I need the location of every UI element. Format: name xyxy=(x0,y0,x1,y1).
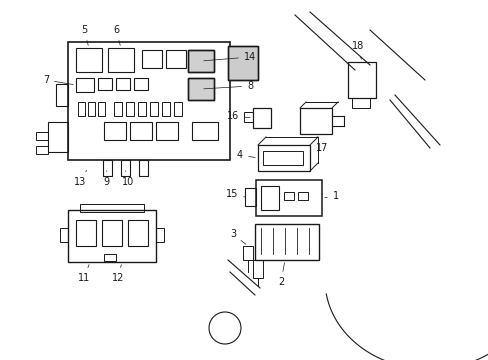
Bar xyxy=(351,98,369,108)
Text: 6: 6 xyxy=(113,25,120,45)
Bar xyxy=(284,192,293,200)
Bar xyxy=(243,246,252,260)
Bar xyxy=(165,50,185,68)
Bar xyxy=(104,254,116,261)
Bar xyxy=(156,228,163,242)
Bar xyxy=(102,220,122,246)
Bar xyxy=(36,146,48,154)
Bar xyxy=(347,62,375,98)
Bar xyxy=(192,122,218,140)
Bar xyxy=(244,188,256,206)
Bar xyxy=(68,42,229,160)
Bar xyxy=(252,260,263,278)
Text: 10: 10 xyxy=(122,171,134,187)
Bar xyxy=(98,78,112,90)
Bar xyxy=(190,50,209,68)
Bar xyxy=(138,102,146,116)
Bar xyxy=(227,46,258,80)
Bar xyxy=(80,204,143,212)
Bar xyxy=(88,102,95,116)
Bar xyxy=(244,112,252,122)
Bar xyxy=(60,228,68,242)
Bar xyxy=(258,145,309,171)
Bar xyxy=(134,78,148,90)
Bar xyxy=(78,102,85,116)
Bar xyxy=(187,50,214,72)
Bar xyxy=(263,151,303,165)
Text: 11: 11 xyxy=(78,265,90,283)
Bar xyxy=(48,122,68,152)
Bar xyxy=(299,108,331,134)
Text: 12: 12 xyxy=(112,265,124,283)
Bar xyxy=(36,132,48,140)
Bar xyxy=(126,102,134,116)
Text: 15: 15 xyxy=(225,189,244,199)
Bar xyxy=(104,122,126,140)
Text: 16: 16 xyxy=(226,111,250,121)
Bar xyxy=(261,186,279,210)
Text: 5: 5 xyxy=(81,25,88,45)
Bar xyxy=(187,50,214,72)
Bar xyxy=(256,180,321,216)
Text: 1: 1 xyxy=(324,191,338,201)
Bar xyxy=(139,160,148,176)
Bar xyxy=(114,102,122,116)
Text: 3: 3 xyxy=(229,229,245,244)
Bar xyxy=(227,46,258,80)
Text: 18: 18 xyxy=(351,41,364,59)
Bar xyxy=(68,210,156,262)
Bar xyxy=(76,48,102,72)
Bar xyxy=(76,78,94,92)
Text: 8: 8 xyxy=(203,81,253,91)
Text: 13: 13 xyxy=(74,170,86,187)
Bar xyxy=(297,192,307,200)
Bar xyxy=(56,84,68,106)
Text: 4: 4 xyxy=(237,150,255,160)
Bar xyxy=(130,122,152,140)
Bar xyxy=(162,102,170,116)
Bar xyxy=(108,48,134,72)
Bar xyxy=(98,102,105,116)
Bar xyxy=(252,108,270,128)
Text: 9: 9 xyxy=(103,171,109,187)
Bar xyxy=(142,50,162,68)
Bar xyxy=(103,160,112,176)
Text: 17: 17 xyxy=(315,136,327,153)
Bar xyxy=(116,78,130,90)
Bar xyxy=(174,102,182,116)
Text: 7: 7 xyxy=(43,75,73,85)
Bar xyxy=(156,122,178,140)
Bar xyxy=(76,220,96,246)
Bar xyxy=(121,160,130,176)
Bar xyxy=(187,78,214,100)
Bar xyxy=(150,102,158,116)
Text: 14: 14 xyxy=(203,52,256,62)
Bar xyxy=(128,220,148,246)
Bar xyxy=(187,78,214,100)
Bar xyxy=(254,224,318,260)
Text: 2: 2 xyxy=(277,263,284,287)
